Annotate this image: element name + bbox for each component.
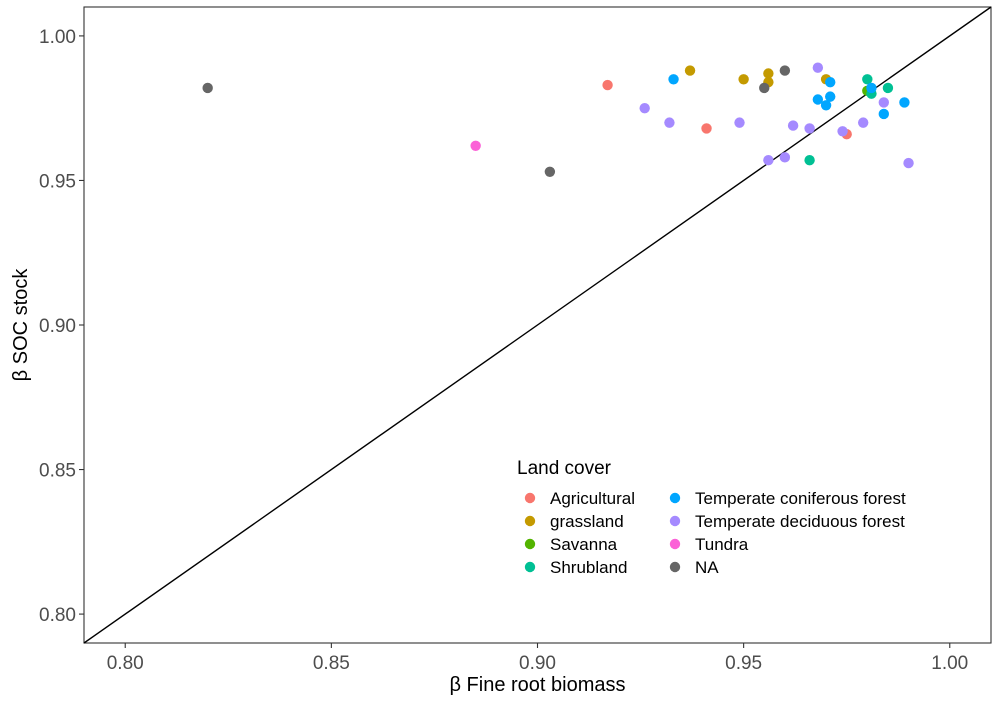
legend-label: grassland (550, 512, 624, 531)
legend-key (669, 538, 681, 550)
x-tick-label: 0.95 (725, 653, 762, 674)
x-axis: 0.80 0.85 0.90 0.95 1.00 (107, 643, 968, 674)
data-point (763, 68, 774, 79)
y-tick-label: 1.00 (39, 27, 76, 48)
data-point (779, 152, 791, 163)
x-tick-label: 0.90 (519, 653, 556, 674)
data-point (668, 74, 679, 85)
legend-key (524, 561, 536, 573)
x-tick-label: 0.80 (107, 653, 144, 674)
y-axis-title: β SOC stock (10, 268, 32, 382)
y-tick-label: 0.95 (39, 171, 76, 192)
data-point (857, 117, 869, 128)
legend-key (669, 492, 681, 504)
data-point (787, 120, 799, 131)
legend-label: NA (695, 558, 719, 577)
y-tick-label: 0.90 (39, 316, 76, 337)
legend-title: Land cover (517, 458, 612, 479)
data-point (866, 82, 877, 94)
legend-key (524, 515, 536, 527)
data-point (878, 108, 890, 120)
data-point (738, 74, 749, 85)
data-point (763, 155, 774, 166)
data-point (903, 157, 914, 169)
legend: Land cover Agricultural grassland Savanna S… (517, 458, 906, 577)
data-point (820, 100, 832, 111)
y-tick-label: 0.85 (39, 461, 76, 482)
data-point (812, 94, 824, 105)
legend-label: Savanna (550, 535, 618, 554)
data-point (470, 140, 481, 151)
data-point (804, 123, 815, 134)
data-point (878, 97, 890, 108)
legend-label: Temperate coniferous forest (695, 489, 906, 508)
data-point (862, 74, 873, 85)
data-point (684, 65, 696, 76)
data-point (837, 126, 848, 137)
data-point (701, 123, 712, 134)
x-tick-label: 0.85 (313, 653, 350, 674)
legend-key (524, 538, 536, 550)
data-point (602, 79, 613, 91)
legend-key (524, 492, 536, 504)
x-axis-title: β Fine root biomass (449, 674, 625, 696)
data-point (734, 117, 745, 128)
data-point (812, 62, 824, 73)
data-point (639, 102, 650, 114)
data-point (202, 82, 213, 94)
data-point (899, 97, 910, 108)
y-axis: 0.80 0.85 0.90 0.95 1.00 (39, 27, 84, 626)
legend-key (669, 515, 681, 527)
data-point (804, 155, 815, 166)
data-point (759, 82, 770, 94)
y-tick-label: 0.80 (39, 605, 76, 626)
legend-label: Temperate deciduous forest (695, 512, 905, 531)
legend-label: Tundra (695, 535, 749, 554)
data-point (544, 166, 556, 177)
reference-line (83, 6, 992, 644)
legend-label: Shrubland (550, 558, 628, 577)
chart-marks (83, 6, 992, 644)
data-point (664, 117, 675, 128)
x-tick-label: 1.00 (931, 653, 968, 674)
data-point (882, 82, 894, 94)
data-point (825, 76, 836, 88)
legend-key (669, 561, 681, 573)
data-point (825, 91, 836, 102)
legend-label: Agricultural (550, 489, 635, 508)
data-point (779, 65, 791, 76)
